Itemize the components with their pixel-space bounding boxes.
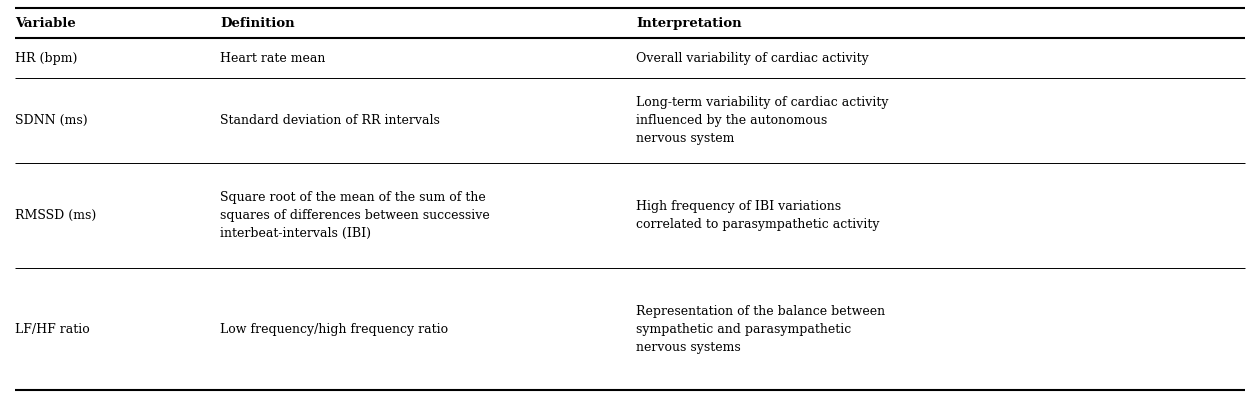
Text: Square root of the mean of the sum of the
squares of differences between success: Square root of the mean of the sum of th… <box>220 191 490 240</box>
Text: Low frequency/high frequency ratio: Low frequency/high frequency ratio <box>220 322 449 336</box>
Text: SDNN (ms): SDNN (ms) <box>15 114 88 127</box>
Text: Heart rate mean: Heart rate mean <box>220 52 326 65</box>
Text: HR (bpm): HR (bpm) <box>15 52 78 65</box>
Text: High frequency of IBI variations
correlated to parasympathetic activity: High frequency of IBI variations correla… <box>636 200 879 231</box>
Text: RMSSD (ms): RMSSD (ms) <box>15 209 96 222</box>
Text: Interpretation: Interpretation <box>636 17 742 30</box>
Text: Overall variability of cardiac activity: Overall variability of cardiac activity <box>636 52 869 65</box>
Text: Variable: Variable <box>15 17 76 30</box>
Text: Representation of the balance between
sympathetic and parasympathetic
nervous sy: Representation of the balance between sy… <box>636 304 886 354</box>
Text: Definition: Definition <box>220 17 295 30</box>
Text: LF/HF ratio: LF/HF ratio <box>15 322 89 336</box>
Text: Long-term variability of cardiac activity
influenced by the autonomous
nervous s: Long-term variability of cardiac activit… <box>636 96 888 145</box>
Text: Standard deviation of RR intervals: Standard deviation of RR intervals <box>220 114 441 127</box>
